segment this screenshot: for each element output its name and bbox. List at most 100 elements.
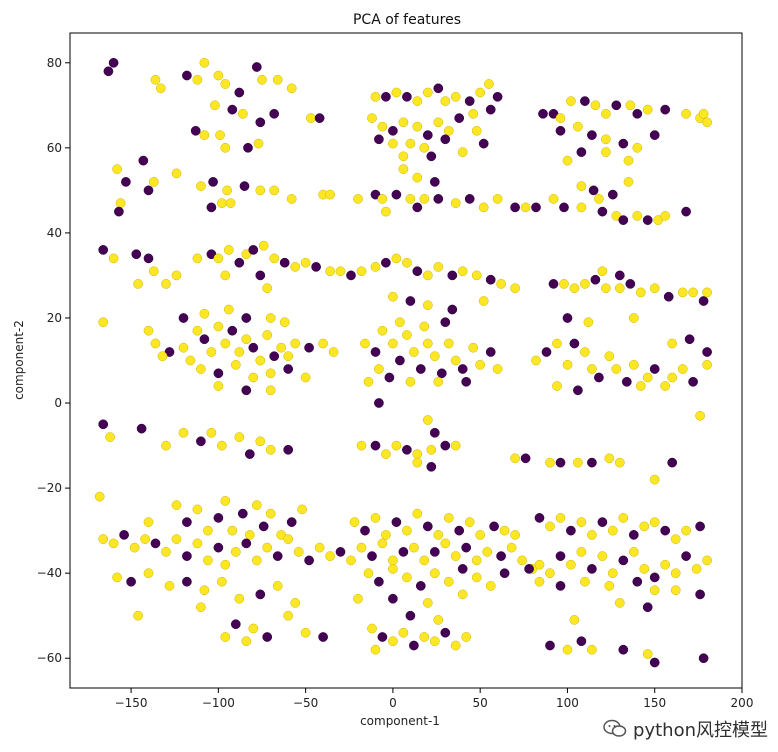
data-point	[510, 283, 520, 294]
data-point	[628, 547, 639, 557]
data-point	[642, 104, 653, 115]
data-point	[573, 385, 583, 396]
data-point	[360, 525, 370, 536]
data-point	[492, 194, 503, 204]
data-point	[182, 517, 192, 527]
data-point	[286, 83, 297, 94]
data-point	[485, 274, 496, 285]
data-point	[251, 555, 262, 566]
y-tick-label: 80	[47, 56, 62, 70]
data-point	[607, 189, 618, 200]
data-point	[618, 513, 629, 523]
data-point	[398, 151, 409, 162]
data-point	[203, 525, 213, 536]
data-point	[510, 530, 520, 540]
data-point	[171, 270, 182, 281]
data-point	[450, 551, 461, 561]
data-point	[433, 376, 444, 387]
data-point	[213, 368, 224, 379]
data-point	[234, 87, 245, 98]
data-point	[161, 440, 171, 451]
data-point	[405, 376, 416, 387]
data-point	[108, 57, 119, 68]
data-point	[618, 555, 629, 566]
data-point	[241, 313, 252, 323]
data-point	[283, 534, 294, 544]
data-point	[178, 427, 189, 438]
data-point	[374, 576, 384, 587]
data-point	[429, 177, 440, 187]
data-point	[566, 559, 576, 570]
data-point	[208, 177, 218, 187]
data-point	[227, 325, 238, 336]
data-point	[534, 559, 545, 570]
data-point	[583, 317, 594, 328]
data-point	[227, 104, 238, 115]
data-point	[702, 555, 712, 566]
data-point	[471, 555, 482, 566]
data-point	[178, 313, 189, 323]
data-point	[464, 194, 475, 204]
data-point	[555, 551, 566, 561]
data-point	[157, 351, 168, 362]
data-point	[628, 530, 639, 540]
data-point	[367, 113, 377, 123]
data-point	[265, 368, 276, 379]
data-point	[594, 372, 604, 383]
data-point	[388, 338, 398, 349]
data-point	[234, 257, 245, 268]
data-point	[255, 185, 266, 196]
data-point	[510, 453, 520, 464]
data-point	[257, 74, 267, 85]
data-point	[206, 347, 217, 357]
data-point	[269, 351, 280, 362]
data-point	[353, 593, 363, 604]
data-point	[286, 194, 297, 204]
data-point	[290, 262, 301, 272]
data-point	[306, 113, 316, 123]
data-point	[457, 364, 468, 374]
data-point	[555, 457, 566, 468]
data-point	[388, 593, 398, 604]
data-point	[426, 151, 437, 162]
data-point	[691, 564, 702, 574]
data-point	[98, 317, 109, 328]
watermark-text: python风控模型	[633, 720, 768, 741]
data-point	[660, 211, 671, 221]
data-point	[190, 125, 201, 136]
data-point	[150, 538, 161, 549]
data-point	[625, 279, 636, 289]
data-point	[517, 555, 527, 566]
data-point	[143, 325, 154, 336]
x-axis-label: component-1	[360, 714, 440, 728]
data-point	[670, 534, 681, 544]
data-point	[377, 121, 388, 132]
data-point	[391, 440, 402, 451]
data-point	[300, 627, 311, 638]
points-layer	[94, 57, 712, 668]
data-point	[227, 525, 238, 536]
data-point	[143, 517, 154, 527]
data-point	[325, 551, 335, 561]
data-point	[293, 547, 304, 557]
data-point	[587, 130, 597, 140]
data-point	[185, 355, 196, 366]
data-point	[611, 364, 622, 374]
x-tick-label: 50	[473, 696, 488, 710]
data-point	[182, 576, 192, 587]
data-point	[447, 304, 458, 315]
data-point	[220, 270, 231, 281]
data-point	[251, 500, 262, 510]
data-point	[213, 381, 224, 391]
data-point	[597, 206, 608, 217]
data-point	[405, 138, 416, 149]
data-point	[105, 432, 115, 442]
data-point	[677, 287, 688, 298]
data-point	[300, 372, 311, 383]
data-point	[681, 525, 691, 536]
data-point	[148, 177, 159, 187]
data-point	[597, 517, 608, 527]
data-point	[223, 245, 234, 255]
data-point	[601, 147, 611, 157]
data-point	[133, 279, 143, 289]
